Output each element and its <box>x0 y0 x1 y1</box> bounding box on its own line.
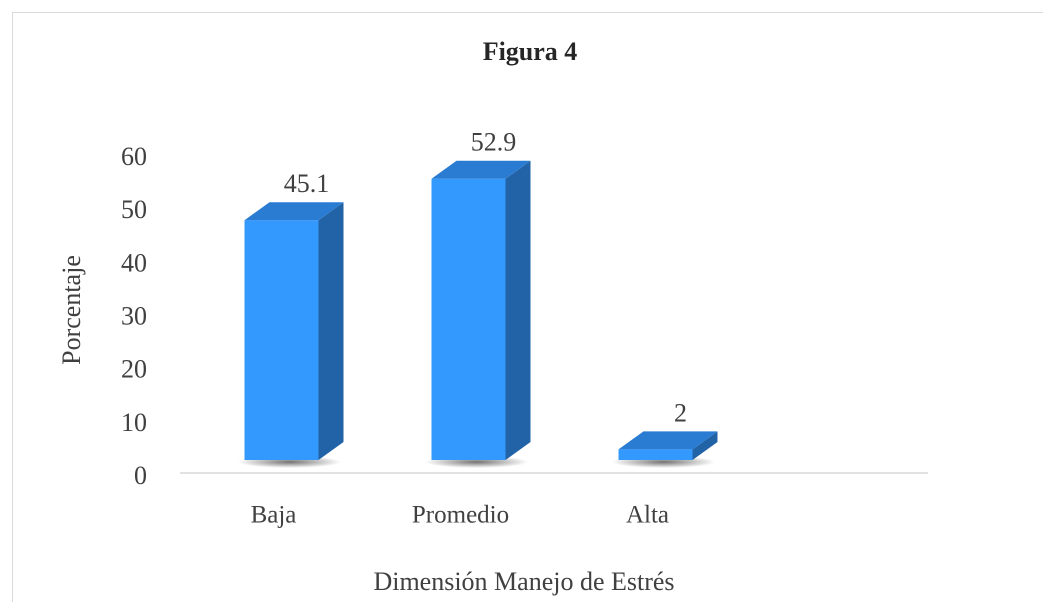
bar <box>618 449 693 460</box>
data-label: 45.1 <box>284 169 330 198</box>
x-tick-label: Baja <box>251 502 297 529</box>
bar-top <box>431 160 531 179</box>
y-axis-title: Porcentaje <box>57 255 86 365</box>
y-tick-label: 60 <box>121 142 147 171</box>
bar <box>431 178 506 460</box>
bar-side <box>692 431 718 460</box>
y-tick-label: 50 <box>121 195 147 224</box>
chart-title: Figura 4 <box>483 37 578 66</box>
y-tick-label: 30 <box>121 301 147 330</box>
y-tick-label: 10 <box>121 408 147 437</box>
bar <box>244 220 319 460</box>
data-label: 52.9 <box>471 128 517 157</box>
x-axis-title: Dimensión Manejo de Estrés <box>373 567 674 596</box>
y-tick-label: 40 <box>121 248 147 277</box>
y-tick-label: 0 <box>134 461 147 490</box>
data-label: 2 <box>674 398 687 427</box>
bar-side <box>318 202 344 461</box>
y-tick-label: 20 <box>121 355 147 384</box>
x-tick-label: Alta <box>626 502 669 529</box>
bar-top <box>618 431 718 450</box>
bar-top <box>244 202 344 221</box>
x-tick-label: Promedio <box>412 502 509 529</box>
bar-side <box>505 160 531 460</box>
